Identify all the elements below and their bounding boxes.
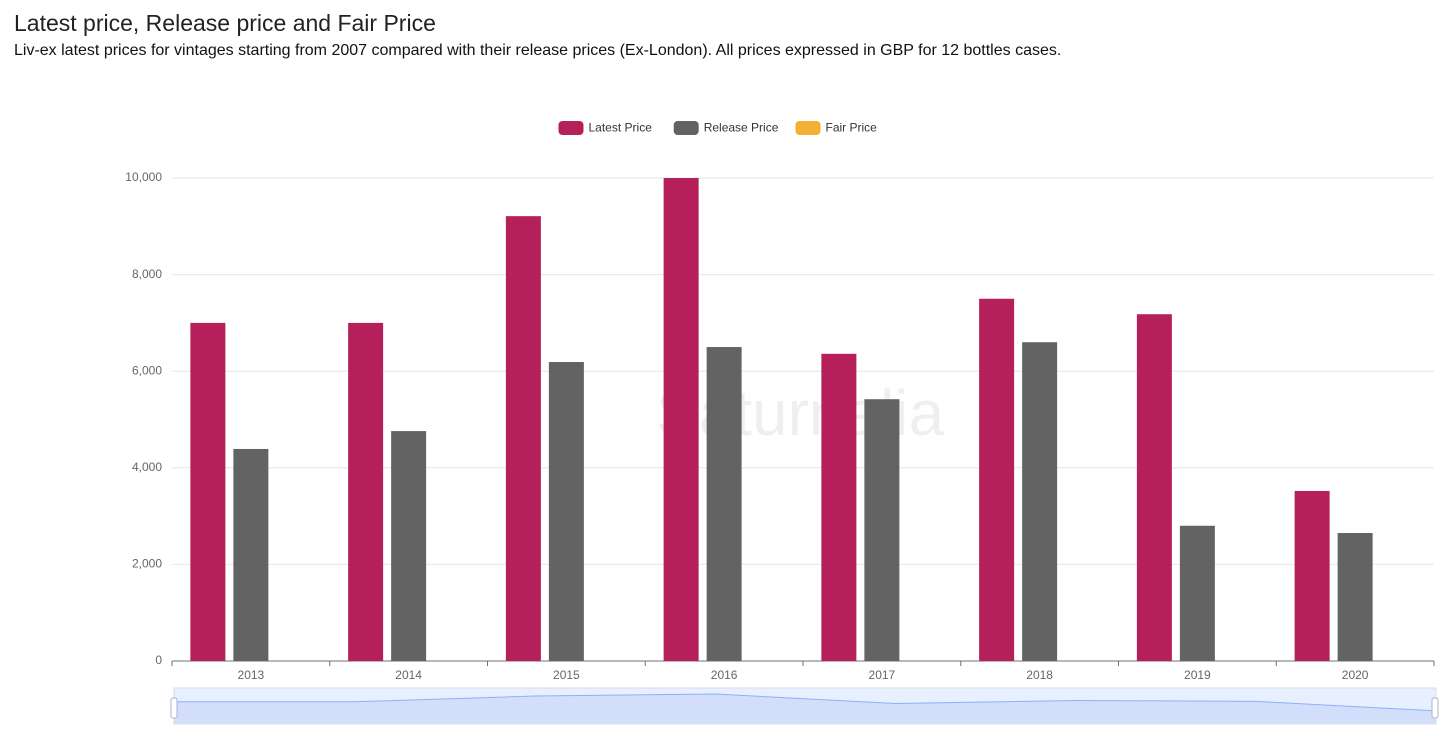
- bar: [821, 353, 857, 661]
- bar: [233, 448, 269, 661]
- bar: [1179, 525, 1215, 661]
- legend-label: Release Price: [704, 121, 779, 135]
- y-tick-label: 8,000: [132, 267, 162, 281]
- y-tick-label: 4,000: [132, 460, 162, 474]
- x-tick-label: 2015: [553, 668, 580, 682]
- x-tick-label: 2013: [238, 668, 265, 682]
- x-tick-label: 2017: [869, 668, 896, 682]
- bar: [706, 347, 742, 661]
- y-tick-label: 0: [155, 653, 162, 667]
- bar: [1022, 342, 1058, 661]
- x-tick-label: 2018: [1026, 668, 1053, 682]
- zoom-line: [174, 693, 1437, 712]
- bar: [864, 399, 900, 661]
- chart-title: Latest price, Release price and Fair Pri…: [14, 10, 436, 36]
- bar: [1136, 314, 1172, 661]
- bar: [190, 322, 226, 661]
- legend-swatch: [558, 121, 584, 135]
- legend-label: Latest Price: [589, 121, 653, 135]
- legend: Latest Price Release Price Fair Price: [558, 121, 878, 135]
- bar: [548, 362, 584, 661]
- x-tick-label: 2020: [1342, 668, 1369, 682]
- x-tick-label: 2016: [711, 668, 738, 682]
- bar: [348, 322, 384, 661]
- bar: [1337, 533, 1373, 661]
- legend-swatch: [673, 121, 699, 135]
- zoom-handle: [1431, 697, 1439, 719]
- legend-swatch: [795, 121, 821, 135]
- zoom-handle: [170, 697, 178, 719]
- y-tick-label: 6,000: [132, 363, 162, 377]
- bar: [391, 431, 427, 661]
- x-tick-label: 2014: [395, 668, 422, 682]
- watermark: Saturnalia: [656, 377, 945, 449]
- x-tick-label: 2019: [1184, 668, 1211, 682]
- y-tick-label: 2,000: [132, 557, 162, 571]
- bar: [979, 298, 1015, 661]
- bar: [1294, 490, 1330, 661]
- zoom-area: [174, 694, 1436, 724]
- bar: [505, 216, 541, 662]
- y-tick-label: 10,000: [125, 170, 162, 184]
- legend-label: Fair Price: [826, 121, 878, 135]
- chart-subtitle: Liv-ex latest prices for vintages starti…: [14, 42, 1062, 59]
- bar: [663, 178, 699, 661]
